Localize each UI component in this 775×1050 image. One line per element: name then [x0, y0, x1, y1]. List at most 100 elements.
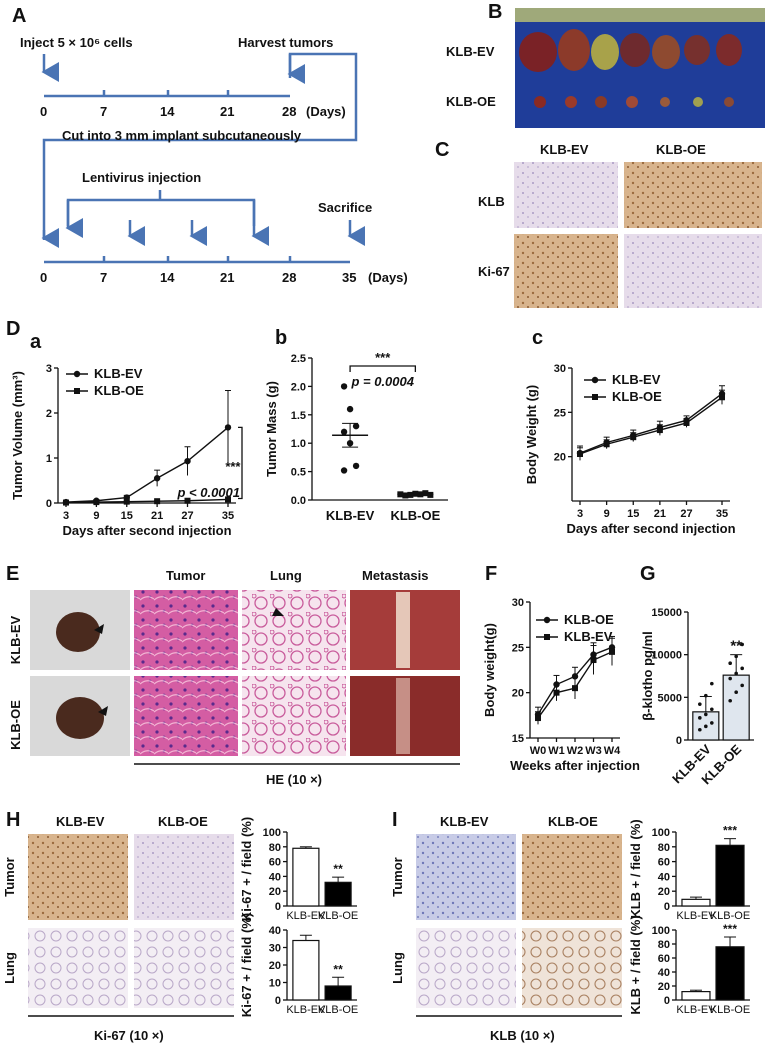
t2-days-unit: (Days)	[368, 270, 408, 285]
series-line-klb-ev	[65, 426, 229, 503]
panel-a: A Inject 5 × 10⁶ cells Harvest tumors 0 …	[12, 5, 408, 285]
significance-stars: ***	[723, 824, 737, 838]
significance-stars: **	[333, 862, 343, 876]
lentivirus-label: Lentivirus injection	[82, 170, 201, 185]
x-tick-label: W1	[548, 745, 565, 757]
chart-tumor-mass: 0.0 0.5 1.0 1.5 2.0 2.5 Tumor Mass (g) KLB-EV KL…	[264, 350, 448, 523]
y-tick-label: 0.0	[291, 495, 306, 507]
legend-label: KLB-OE	[564, 612, 614, 627]
data-point-klb-oe	[603, 441, 610, 448]
i-lung-ev-image	[416, 928, 516, 1008]
i-tumor-ev-image	[416, 834, 516, 920]
significance-stars: **	[333, 962, 343, 976]
chart-klb-tumor: 0 20 40 60 80 100 KLB + / field (%) KLB-EVKLB-O…	[628, 819, 750, 922]
injection-arrows	[41, 200, 269, 248]
y-tick-label: 30	[269, 943, 281, 955]
y-tick-label: 80	[658, 842, 670, 854]
x-axis-label: Weeks after injection	[510, 758, 640, 773]
x-tick-label: 3	[63, 510, 69, 522]
data-point-klb-ev	[553, 689, 560, 696]
e-col-metastasis: Metastasis	[362, 568, 428, 583]
bar-klb-oe	[715, 844, 745, 907]
harvest-label: Harvest tumors	[238, 35, 333, 50]
y-tick-label: 100	[652, 925, 670, 937]
panel-label-c: C	[435, 139, 449, 161]
y-tick-label: 2.5	[291, 353, 306, 365]
x-tick-label: 21	[654, 508, 666, 520]
y-tick-label: 2	[46, 408, 52, 420]
y-tick-label: 40	[269, 871, 281, 883]
i-tumor-oe-image	[522, 834, 622, 920]
data-point-klb-oe	[184, 497, 191, 504]
legend-label: KLB-EV	[612, 372, 661, 387]
y-axis-label: Tumor Volume (mm³)	[10, 371, 25, 500]
data-point-klb-ev	[346, 405, 354, 413]
x-category-label: KLB-OE	[390, 508, 440, 523]
data-point	[734, 690, 738, 695]
panel-label-h: H	[6, 809, 20, 831]
data-point	[734, 654, 738, 659]
x-tick-label: 35	[716, 508, 728, 520]
series-line-klb-oe	[579, 396, 723, 455]
legend-marker	[591, 376, 599, 384]
bar-klb-ev	[292, 939, 320, 1001]
legend-marker	[544, 634, 550, 640]
sub-label-a: a	[30, 331, 42, 353]
panel-label-d: D	[6, 318, 20, 340]
panel-label-i: I	[392, 809, 398, 831]
x-category-label: KLB-OE	[710, 1004, 750, 1016]
y-axis-label: β-klotho pg/ml	[640, 631, 655, 721]
data-point	[710, 707, 714, 712]
t1-tick-21: 21	[220, 104, 234, 119]
data-point	[734, 671, 738, 676]
data-point	[704, 693, 708, 698]
y-tick-label: 0	[275, 995, 281, 1007]
t2-tick-28: 28	[282, 270, 296, 285]
data-point	[740, 642, 744, 647]
inject-label: Inject 5 × 10⁶ cells	[20, 35, 133, 50]
t2-tick-21: 21	[220, 270, 234, 285]
x-tick-label: 27	[680, 508, 692, 520]
e-col-tumor: Tumor	[166, 568, 205, 583]
data-point	[710, 721, 714, 725]
y-tick-label: 100	[263, 827, 281, 839]
h-col-ev: KLB-EV	[56, 814, 105, 829]
x-tick-label: 15	[627, 508, 639, 520]
legend-marker	[592, 394, 598, 400]
y-axis-label: Body weight(g)	[482, 623, 497, 717]
ruler	[515, 8, 765, 22]
c-row-klb: KLB	[478, 194, 505, 209]
y-tick-label: 40	[269, 925, 281, 937]
e-col-lung: Lung	[270, 568, 302, 583]
h-lung-oe-image	[134, 928, 234, 1008]
transfer-connector	[42, 52, 358, 240]
panel-label-f: F	[485, 563, 497, 585]
ev-tumors-photo	[519, 29, 742, 72]
lentivirus-bracket	[66, 198, 256, 226]
data-point-klb-ev	[340, 467, 348, 474]
panel-b: B KLB-EV KLB-OE	[446, 1, 765, 128]
data-point-klb-oe	[93, 499, 100, 506]
e-oe-arrowhead	[98, 706, 108, 716]
h-lung-ev-image	[28, 928, 128, 1008]
bar-klb-ev	[681, 990, 711, 1001]
y-axis-label: KLB + / field (%)	[628, 819, 643, 918]
y-tick-label: 20	[658, 886, 670, 898]
t1-tick-28: 28	[282, 104, 296, 119]
c-klb-ev-image	[514, 162, 618, 228]
data-point	[698, 702, 702, 706]
data-point	[710, 681, 714, 686]
bar-klb-oe	[324, 985, 352, 1001]
panel-label-g: G	[640, 563, 656, 585]
x-category-label: KLB-EV	[286, 1004, 326, 1016]
ki67-caption: Ki-67 (10 ×)	[94, 1028, 164, 1043]
i-lung-oe-image	[522, 928, 622, 1008]
data-point	[728, 661, 732, 665]
legend-label: KLB-EV	[564, 629, 613, 644]
data-point-klb-oe	[225, 496, 231, 503]
data-point-klb-oe	[154, 498, 161, 505]
e-row-oe: KLB-OE	[8, 700, 23, 750]
